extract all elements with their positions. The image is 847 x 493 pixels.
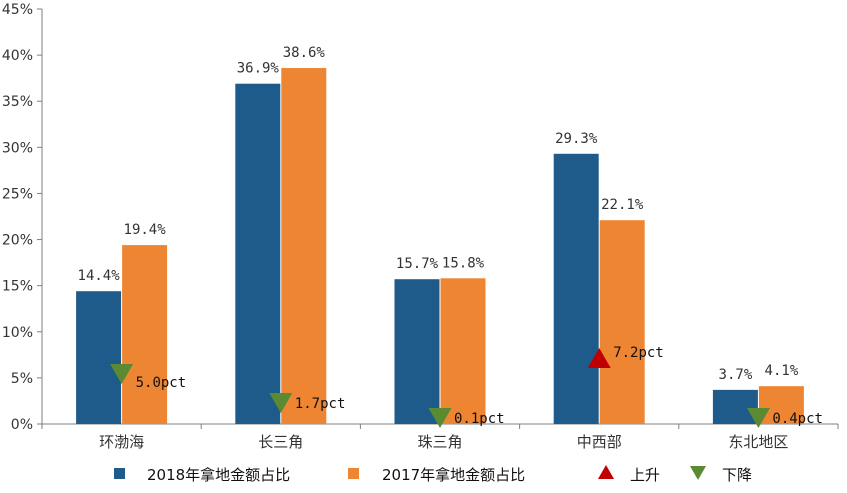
y-axis: 0% 5% 10% 15% 20% 25% 30% 35% 40% 45%	[2, 2, 43, 433]
x-tick-label: 东北地区	[728, 433, 788, 451]
down-arrow-icon	[746, 408, 770, 428]
bar-2017	[599, 220, 645, 424]
bar-2018	[76, 291, 122, 424]
y-tick-label: 25%	[2, 186, 33, 202]
data-label: 14.4%	[78, 268, 121, 284]
legend-label-down: 下降	[722, 466, 752, 484]
bar-2017	[281, 68, 327, 425]
y-tick-label: 40%	[2, 48, 33, 64]
legend-swatch-2017	[348, 468, 359, 479]
bar-2017	[758, 386, 804, 424]
change-label: 0.4pct	[772, 411, 823, 427]
data-label: 22.1%	[601, 197, 644, 213]
change-label: 0.1pct	[454, 411, 505, 427]
bar-2017	[122, 245, 168, 424]
y-tick-label: 10%	[2, 325, 33, 341]
bar-2018	[712, 389, 758, 424]
bar-2018	[394, 279, 440, 424]
legend-label-2017: 2017年拿地金额占比	[382, 466, 525, 484]
data-label: 15.7%	[396, 256, 439, 272]
change-label: 7.2pct	[613, 345, 664, 361]
down-arrow-icon	[110, 364, 134, 384]
down-arrow-icon	[428, 408, 452, 428]
y-tick-label: 5%	[11, 371, 33, 387]
data-label: 29.3%	[555, 131, 598, 147]
y-tick-label: 35%	[2, 94, 33, 110]
x-tick-label: 珠三角	[417, 433, 462, 451]
legend-down-icon	[690, 466, 706, 480]
bar-2018	[553, 153, 599, 425]
bar-2017	[440, 278, 486, 424]
down-arrow-icon	[269, 393, 293, 413]
bars-group: 14.4% 19.4% 36.9%38.6% 15.7% 15.8% 29.3% 22.1%…	[76, 45, 804, 425]
x-tick-label: 中西部	[577, 433, 622, 451]
legend-swatch-2018	[114, 468, 125, 479]
data-label: 38.6%	[283, 45, 326, 61]
bar-2018	[235, 83, 281, 424]
data-label: 3.7%	[719, 367, 753, 383]
x-axis: 环渤海 长三角 珠三角 中西部 东北地区	[41, 423, 839, 451]
data-label: 36.9%	[237, 61, 280, 77]
y-tick-label: 0%	[11, 417, 33, 433]
y-tick-label: 30%	[2, 140, 33, 156]
change-label: 5.0pct	[136, 375, 187, 391]
change-markers: 5.0pct 1.7pct 0.1pct 7.2pct 0.4pct	[110, 345, 823, 428]
x-tick-label: 环渤海	[99, 433, 144, 451]
legend-label-up: 上升	[630, 466, 660, 484]
legend: 2018年拿地金额占比 2017年拿地金额占比 上升 下降	[114, 465, 752, 484]
change-label: 1.7pct	[295, 396, 346, 412]
x-tick-label: 长三角	[258, 433, 303, 451]
legend-label-2018: 2018年拿地金额占比	[147, 466, 290, 484]
y-tick-label: 20%	[2, 233, 33, 249]
up-arrow-icon	[587, 348, 611, 368]
y-tick-label: 15%	[2, 279, 33, 295]
data-label: 19.4%	[124, 222, 167, 238]
y-tick-label: 45%	[2, 2, 33, 18]
data-label: 4.1%	[765, 363, 799, 379]
legend-up-icon	[598, 465, 614, 479]
data-label: 15.8%	[442, 255, 485, 271]
